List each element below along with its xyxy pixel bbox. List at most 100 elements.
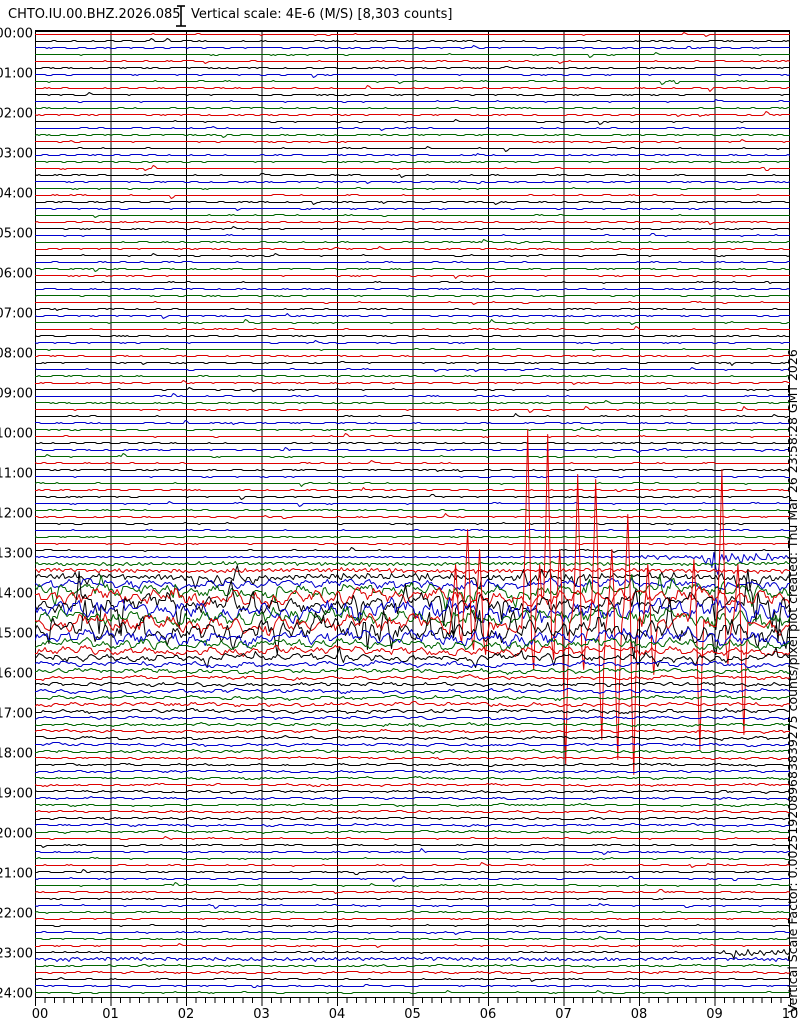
trace-line [35,977,790,982]
trace-line [35,708,790,714]
trace-line [35,348,790,351]
trace-line [35,187,790,190]
x-tick-label: 01 [102,1007,119,1022]
trace-line [35,756,790,760]
trace-line [35,201,790,205]
hour-label: 23:00 [0,947,33,962]
trace-line [35,783,790,787]
trace-line [35,226,790,230]
trace-line [35,645,790,657]
hour-labels: 00:00 01:00 02:00 03:00 04:00 05:00 06:00 07:00… [0,27,33,1002]
trace-line [35,810,790,813]
trace-line [35,695,790,701]
trace-line [35,735,790,741]
trace-line [35,763,790,767]
hour-label: 16:00 [0,667,33,682]
trace-line [35,889,790,894]
trace-line [35,239,790,244]
trace-line [35,522,790,525]
trace-line [35,340,790,344]
hour-label: 03:00 [0,147,33,162]
trace-line [35,433,790,438]
trace-line [35,957,790,962]
trace-line [35,420,790,425]
hour-label: 08:00 [0,347,33,362]
trace-line [35,501,790,507]
trace-line [35,862,790,868]
trace-line [35,165,790,171]
trace-line [35,45,790,49]
trace-line [35,536,790,538]
trace-line [35,876,790,882]
trace-line [35,637,790,651]
trace-line [35,803,790,807]
x-tick-label: 10 [782,1007,799,1022]
trace-line [35,567,790,574]
hour-label: 07:00 [0,307,33,322]
hour-label: 12:00 [0,507,33,522]
trace-line [35,442,790,444]
trace-line [35,253,790,257]
trace-line [35,429,790,775]
trace-line [35,319,790,325]
hour-label: 10:00 [0,427,33,442]
trace-line [35,400,790,404]
hour-label: 14:00 [0,587,33,602]
trace-line [35,85,790,92]
trace-line [35,790,790,794]
trace-line [35,817,790,820]
trace-line [35,936,790,940]
trace-line [35,268,790,272]
hour-label: 00:00 [0,27,33,42]
trace-line [35,836,790,840]
trace-line [35,627,790,648]
hour-label: 22:00 [0,907,33,922]
trace-line [35,281,790,284]
trace-line [35,99,790,103]
trace-line [35,119,790,125]
trace-line [35,261,790,263]
trace-line [35,668,790,675]
trace-line [35,529,790,531]
trace-line [35,682,790,687]
trace-line [35,869,790,875]
trace-line [35,476,790,478]
trace-line [35,749,790,754]
trace-line [35,126,790,131]
trace-line [35,770,790,773]
trace-line [35,823,790,827]
trace-line [35,776,790,780]
trace-line [35,964,790,968]
trace-line [35,153,790,156]
trace-line [35,413,790,418]
trace-line [35,547,790,553]
x-tick-label: 04 [329,1007,346,1022]
trace-line [35,92,790,96]
trace-line [35,857,790,860]
trace-line [35,882,790,887]
trace-line [35,326,790,330]
trace-line [35,60,790,64]
x-tick-label: 05 [404,1007,421,1022]
hour-label: 19:00 [0,787,33,802]
trace-line [35,139,790,143]
trace-line [35,406,790,413]
trace-line [35,494,790,500]
vertical-scale-bar-icon [176,5,186,27]
trace-line [35,233,790,237]
trace-line [35,742,790,747]
hour-label: 06:00 [0,267,33,282]
trace-line [35,898,790,900]
trace-line [35,32,790,37]
scale-factor-side-note: Vertical Scale Factor: 0.002519208968383… [785,349,800,1013]
trace-line [35,214,790,218]
trace-line [35,848,790,855]
trace-line [35,194,790,199]
trace-line [35,275,790,279]
trace-line [35,578,790,591]
hour-label: 02:00 [0,107,33,122]
trace-line [35,335,790,337]
trace-line [35,38,790,42]
x-tick-label: 00 [32,1007,49,1022]
vertical-scale-label: Vertical scale: 4E-6 (M/S) [8,303 counts… [191,7,453,22]
